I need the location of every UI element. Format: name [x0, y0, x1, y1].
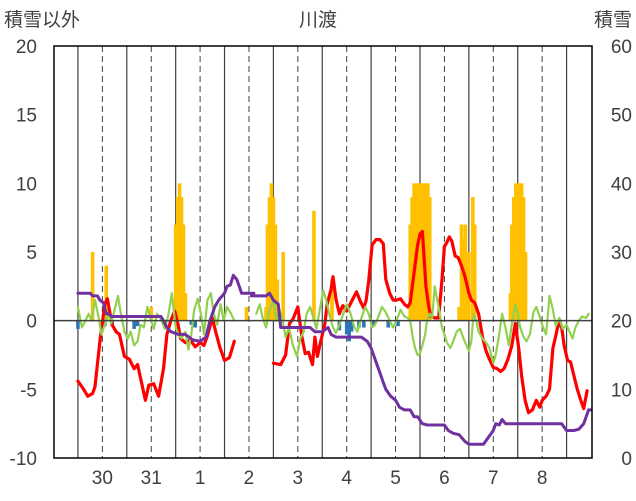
temp_green-line: [255, 285, 590, 365]
snow_depth-bar: [523, 252, 528, 321]
purple-line: [249, 291, 593, 446]
xtick-label: 6: [439, 468, 450, 489]
precipitation-bar: [349, 320, 354, 332]
snow_depth-bar: [412, 183, 416, 321]
snow_depth-bar: [424, 183, 428, 321]
snow_depth-bar: [330, 279, 334, 321]
ylabel-right: 積雪: [594, 9, 632, 31]
precipitation-bar: [189, 320, 194, 325]
snow_depth-bar: [472, 224, 477, 321]
snow_depth-bar: [519, 183, 524, 321]
ytick-right-label: 40: [611, 174, 632, 195]
ytick-right-label: 10: [611, 380, 632, 401]
purple-line: [76, 273, 256, 343]
snow_depth-bar: [183, 293, 188, 321]
plot-frame: [53, 45, 593, 459]
ytick-left-label: 15: [16, 106, 37, 127]
xtick-label: 4: [341, 468, 352, 489]
ytick-left-label: 20: [16, 37, 37, 58]
xtick-label: 30: [92, 468, 113, 489]
ytick-left-label: 5: [26, 243, 37, 264]
ytick-left-label: -5: [20, 380, 37, 401]
chart-title: 川渡: [299, 9, 337, 31]
snow_depth-bar: [281, 252, 285, 321]
snow_depth-bar: [418, 183, 422, 321]
snow_depth-bar: [512, 197, 516, 321]
snow_depth-bar: [173, 224, 178, 321]
xtick-label: 8: [537, 468, 548, 489]
snow_depth-bar: [459, 224, 464, 321]
snow_depth-bar: [179, 197, 184, 321]
precipitation-bar: [371, 320, 376, 327]
snow_depth-bar: [244, 306, 249, 321]
bar-series: [76, 183, 562, 342]
snow_depth-bar: [269, 183, 274, 321]
snow_depth-bar: [420, 183, 424, 321]
ytick-left-label: -10: [10, 449, 37, 470]
snow_depth-bar: [177, 183, 182, 321]
snow_depth-bar: [267, 197, 272, 321]
ytick-right-label: 20: [611, 312, 632, 333]
xtick-label: 7: [488, 468, 499, 489]
snow_depth-bar: [470, 197, 475, 321]
precipitation-bar: [76, 320, 80, 329]
snow_depth-bar: [410, 197, 414, 321]
precipitation-bar: [135, 320, 140, 327]
axes: [53, 45, 593, 459]
snow_depth-bar: [463, 224, 468, 321]
xtick-label: 3: [293, 468, 304, 489]
snow_depth-bar: [273, 224, 278, 321]
snow_depth-bar: [513, 183, 518, 321]
snow_depth-bar: [408, 224, 413, 321]
precipitation-bar: [396, 320, 400, 327]
snow_depth-bar: [181, 224, 186, 321]
precipitation-bar: [193, 320, 198, 328]
xtick-label: 5: [390, 468, 401, 489]
ytick-right-label: 30: [611, 243, 632, 264]
snow_depth-bar: [265, 224, 270, 321]
ytick-right-label: 0: [621, 449, 632, 470]
snow_depth-bar: [149, 306, 154, 321]
snow_depth-bar: [427, 197, 432, 321]
ylabel-left: 積雪以外: [4, 9, 80, 31]
snow_depth-bar: [510, 224, 514, 321]
grid-lines: [77, 46, 568, 458]
snow_depth-bar: [515, 183, 520, 321]
precipitation-bar: [386, 320, 391, 328]
precipitation-bar: [347, 320, 351, 342]
snow_depth-bar: [426, 183, 430, 321]
xtick-label: 31: [141, 468, 162, 489]
precipitation-bar: [362, 320, 366, 328]
snow_depth-bar: [271, 197, 276, 321]
ytick-right-label: 60: [611, 37, 632, 58]
snow_depth-bar: [90, 252, 95, 321]
xtick-label: 1: [195, 468, 206, 489]
xtick-label: 2: [244, 468, 255, 489]
ytick-left-label: 0: [26, 312, 37, 333]
snow_depth-bar: [457, 306, 461, 321]
snow_depth-bar: [275, 279, 280, 321]
precipitation-bar: [344, 320, 349, 335]
snow_depth-bar: [175, 197, 180, 321]
temperature-line: [271, 229, 589, 415]
ytick-left-label: 10: [16, 174, 37, 195]
line-series: [76, 229, 593, 446]
precipitation-bar: [132, 320, 136, 329]
snow_depth-bar: [312, 210, 316, 321]
snow_depth-bar: [521, 197, 526, 321]
ytick-right-label: 50: [611, 106, 632, 127]
snow_depth-bar: [517, 183, 522, 321]
snow_depth-bar: [104, 265, 109, 321]
